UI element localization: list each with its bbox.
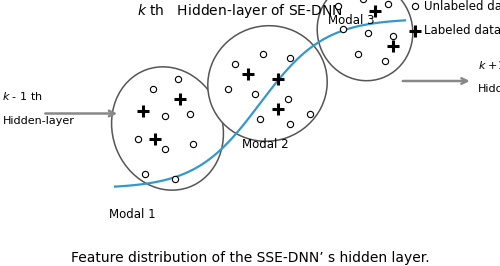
Text: Labeled data: Labeled data (424, 24, 500, 38)
Text: Modal 2: Modal 2 (242, 139, 289, 152)
Text: Modal 1: Modal 1 (109, 209, 156, 222)
Text: Modal 3: Modal 3 (328, 14, 374, 27)
Ellipse shape (317, 0, 413, 81)
Text: Hidden-layer: Hidden-layer (2, 116, 74, 126)
Text: $k$ th   Hidden-layer of SE-DNN: $k$ th Hidden-layer of SE-DNN (137, 2, 343, 20)
Ellipse shape (112, 67, 224, 190)
Text: Unlabeled data: Unlabeled data (424, 0, 500, 13)
Text: Feature distribution of the SSE-DNN’ s hidden layer.: Feature distribution of the SSE-DNN’ s h… (70, 251, 430, 265)
Text: $k$ +1 th: $k$ +1 th (478, 59, 500, 71)
Text: $k$ - 1 th: $k$ - 1 th (2, 90, 43, 102)
Ellipse shape (208, 26, 327, 141)
Text: Hidden-layer: Hidden-layer (478, 84, 500, 94)
